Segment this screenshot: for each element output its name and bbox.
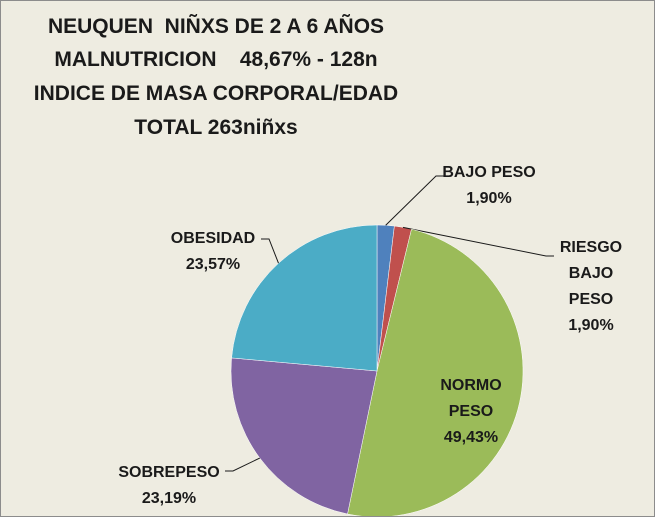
value-label: 1,90% bbox=[568, 317, 614, 334]
chart-title: INDICE DE MASA CORPORAL/EDAD bbox=[33, 82, 399, 105]
category-label: OBESIDAD bbox=[170, 230, 256, 247]
leader-line bbox=[402, 226, 554, 257]
category-label: BAJO PESO bbox=[442, 164, 536, 181]
category-label: RIESGO BAJO PESO bbox=[559, 239, 623, 308]
value-label: 23,19% bbox=[141, 490, 197, 507]
data-label: SOBREPESO 23,19% bbox=[118, 460, 219, 512]
value-label: 1,90% bbox=[466, 190, 512, 207]
category-label: NORMO PESO bbox=[440, 377, 502, 420]
data-label: NORMO PESO 49,43% bbox=[440, 373, 501, 451]
leader-line bbox=[385, 175, 444, 226]
data-label: OBESIDAD 23,57% bbox=[171, 226, 255, 278]
leader-line bbox=[261, 238, 279, 264]
chart-title: TOTAL 263niñxs bbox=[134, 116, 298, 139]
value-label: 49,43% bbox=[443, 429, 499, 446]
value-label: 23,57% bbox=[185, 256, 241, 273]
category-label: SOBREPESO bbox=[118, 464, 220, 481]
data-label: RIESGO BAJO PESO 1,90% bbox=[560, 235, 623, 339]
leader-line bbox=[225, 457, 261, 472]
data-label: BAJO PESO 1,90% bbox=[442, 160, 535, 212]
pie-slice bbox=[347, 228, 524, 516]
chart-title: NEUQUEN NIÑXS DE 2 A 6 AÑOS bbox=[47, 15, 385, 38]
chart-title: MALNUTRICION 48,67% - 128n bbox=[54, 48, 378, 71]
